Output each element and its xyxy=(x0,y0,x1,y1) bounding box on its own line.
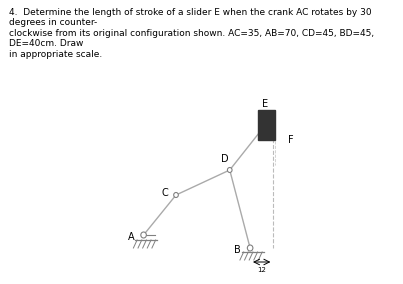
Text: 4.  Determine the length of stroke of a slider E when the crank AC rotates by 30: 4. Determine the length of stroke of a s… xyxy=(9,8,374,59)
Circle shape xyxy=(247,245,253,251)
Text: B: B xyxy=(234,245,241,255)
Text: A: A xyxy=(128,232,134,242)
Circle shape xyxy=(227,168,232,172)
Text: 12: 12 xyxy=(257,267,266,273)
Text: F: F xyxy=(288,135,294,145)
Circle shape xyxy=(174,193,178,197)
Text: D: D xyxy=(221,154,229,164)
Text: E: E xyxy=(262,99,268,109)
Text: C: C xyxy=(162,188,168,198)
Bar xyxy=(258,110,275,140)
Circle shape xyxy=(141,232,146,238)
